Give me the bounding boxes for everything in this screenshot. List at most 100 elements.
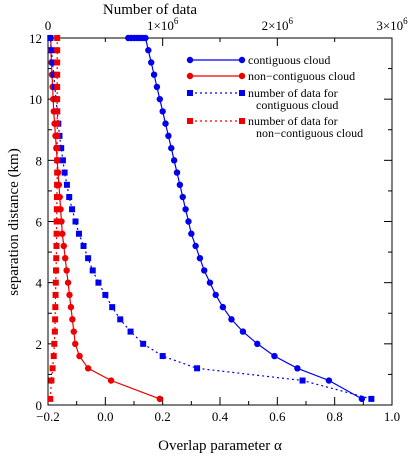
series-point-0 — [201, 267, 208, 274]
series-point-1 — [70, 328, 78, 335]
series-point-0 — [125, 34, 132, 42]
series-point-0 — [294, 365, 301, 372]
series-point-3 — [54, 145, 61, 152]
series-point-2 — [299, 377, 306, 384]
legend-label: number of data for — [248, 86, 338, 100]
series-point-3 — [53, 267, 60, 274]
series-point-0 — [159, 108, 166, 115]
series-point-0 — [196, 255, 204, 262]
series-point-0 — [192, 242, 199, 250]
series-point-2 — [50, 71, 57, 78]
series-point-2 — [61, 169, 68, 176]
series-point-2 — [89, 267, 96, 274]
legend-marker — [238, 72, 246, 80]
series-point-0 — [153, 83, 161, 91]
top-tick-label: 1×106 — [147, 16, 179, 33]
top-tick-label: 3×106 — [376, 16, 408, 33]
series-point-0 — [162, 120, 169, 127]
series-point-2 — [69, 206, 76, 213]
series-point-3 — [50, 353, 57, 360]
series-point-0 — [254, 340, 261, 348]
series-point-0 — [271, 352, 278, 360]
x-tick-label: 0.0 — [97, 409, 113, 424]
series-point-2 — [194, 365, 201, 372]
legend-label: non−contiguous cloud — [256, 126, 363, 140]
series-point-3 — [54, 169, 61, 176]
series-point-3 — [54, 120, 61, 127]
series-point-2 — [58, 145, 65, 152]
series-point-3 — [54, 132, 61, 139]
series-point-0 — [185, 218, 192, 225]
series-point-3 — [53, 194, 60, 201]
x-tick-label: 0.4 — [212, 409, 229, 424]
series-point-3 — [54, 96, 61, 103]
series-point-1 — [69, 316, 76, 323]
series-point-3 — [53, 218, 60, 225]
series-point-3 — [53, 242, 60, 249]
y-tick-label: 0 — [36, 398, 43, 413]
series-point-3 — [51, 328, 58, 335]
series-point-0 — [170, 157, 178, 164]
series-point-0 — [212, 291, 219, 299]
legend-marker — [186, 56, 194, 64]
legend-label: contiguous cloud — [256, 98, 338, 112]
series-point-3 — [54, 71, 61, 78]
x-tick-label: 0.6 — [269, 409, 286, 424]
y-tick-label: 10 — [29, 92, 42, 107]
series-point-1 — [60, 242, 67, 250]
top-axis-title: Number of data — [103, 2, 197, 18]
series-point-2 — [72, 218, 79, 225]
series-point-1 — [67, 303, 75, 311]
top-tick-label: 2×106 — [262, 16, 294, 33]
series-point-0 — [145, 47, 152, 54]
series-point-2 — [95, 279, 102, 286]
series-point-1 — [63, 267, 70, 274]
series-point-1 — [76, 352, 83, 360]
series-point-3 — [54, 157, 61, 164]
series-point-0 — [179, 193, 186, 201]
series-point-0 — [165, 132, 172, 140]
y-tick-label: 2 — [36, 337, 43, 352]
series-point-3 — [54, 35, 61, 41]
series-point-3 — [52, 291, 59, 298]
data-series — [47, 34, 375, 403]
series-point-3 — [54, 181, 61, 188]
series-point-2 — [140, 340, 147, 347]
series-point-3 — [54, 83, 61, 90]
x-tick-label: −0.2 — [36, 409, 60, 424]
series-point-3 — [54, 59, 61, 66]
x-axis-title: Overlap parameter α — [158, 438, 282, 454]
series-point-0 — [188, 230, 195, 237]
series-point-3 — [49, 365, 56, 372]
series-point-0 — [156, 95, 163, 103]
series-point-1 — [58, 218, 65, 225]
series-point-0 — [148, 59, 155, 66]
series-point-0 — [228, 316, 235, 323]
series-point-3 — [52, 279, 59, 286]
y-tick-label: 6 — [36, 215, 43, 230]
series-point-3 — [52, 316, 59, 323]
series-point-2 — [63, 181, 70, 188]
y-tick-label: 12 — [29, 31, 42, 46]
series-point-0 — [219, 303, 227, 311]
series-point-2 — [127, 328, 134, 335]
series-point-1 — [107, 377, 115, 384]
series-point-3 — [48, 377, 55, 384]
series-point-0 — [182, 206, 189, 213]
series-point-2 — [85, 255, 92, 262]
series-point-2 — [66, 194, 73, 201]
series-point-0 — [176, 181, 184, 188]
legend: contiguous cloud non−contiguous cloud numb… — [186, 53, 363, 140]
legend-marker — [187, 118, 193, 124]
y-tick-label: 4 — [36, 276, 43, 291]
y-axis-title: separation distance (km) — [6, 148, 22, 295]
series-point-3 — [47, 395, 54, 402]
series-point-1 — [66, 291, 73, 299]
legend-marker — [187, 90, 193, 96]
series-point-0 — [358, 395, 366, 403]
x-tick-label: 0.2 — [155, 409, 171, 424]
x-tick-label: 0.8 — [327, 409, 343, 424]
